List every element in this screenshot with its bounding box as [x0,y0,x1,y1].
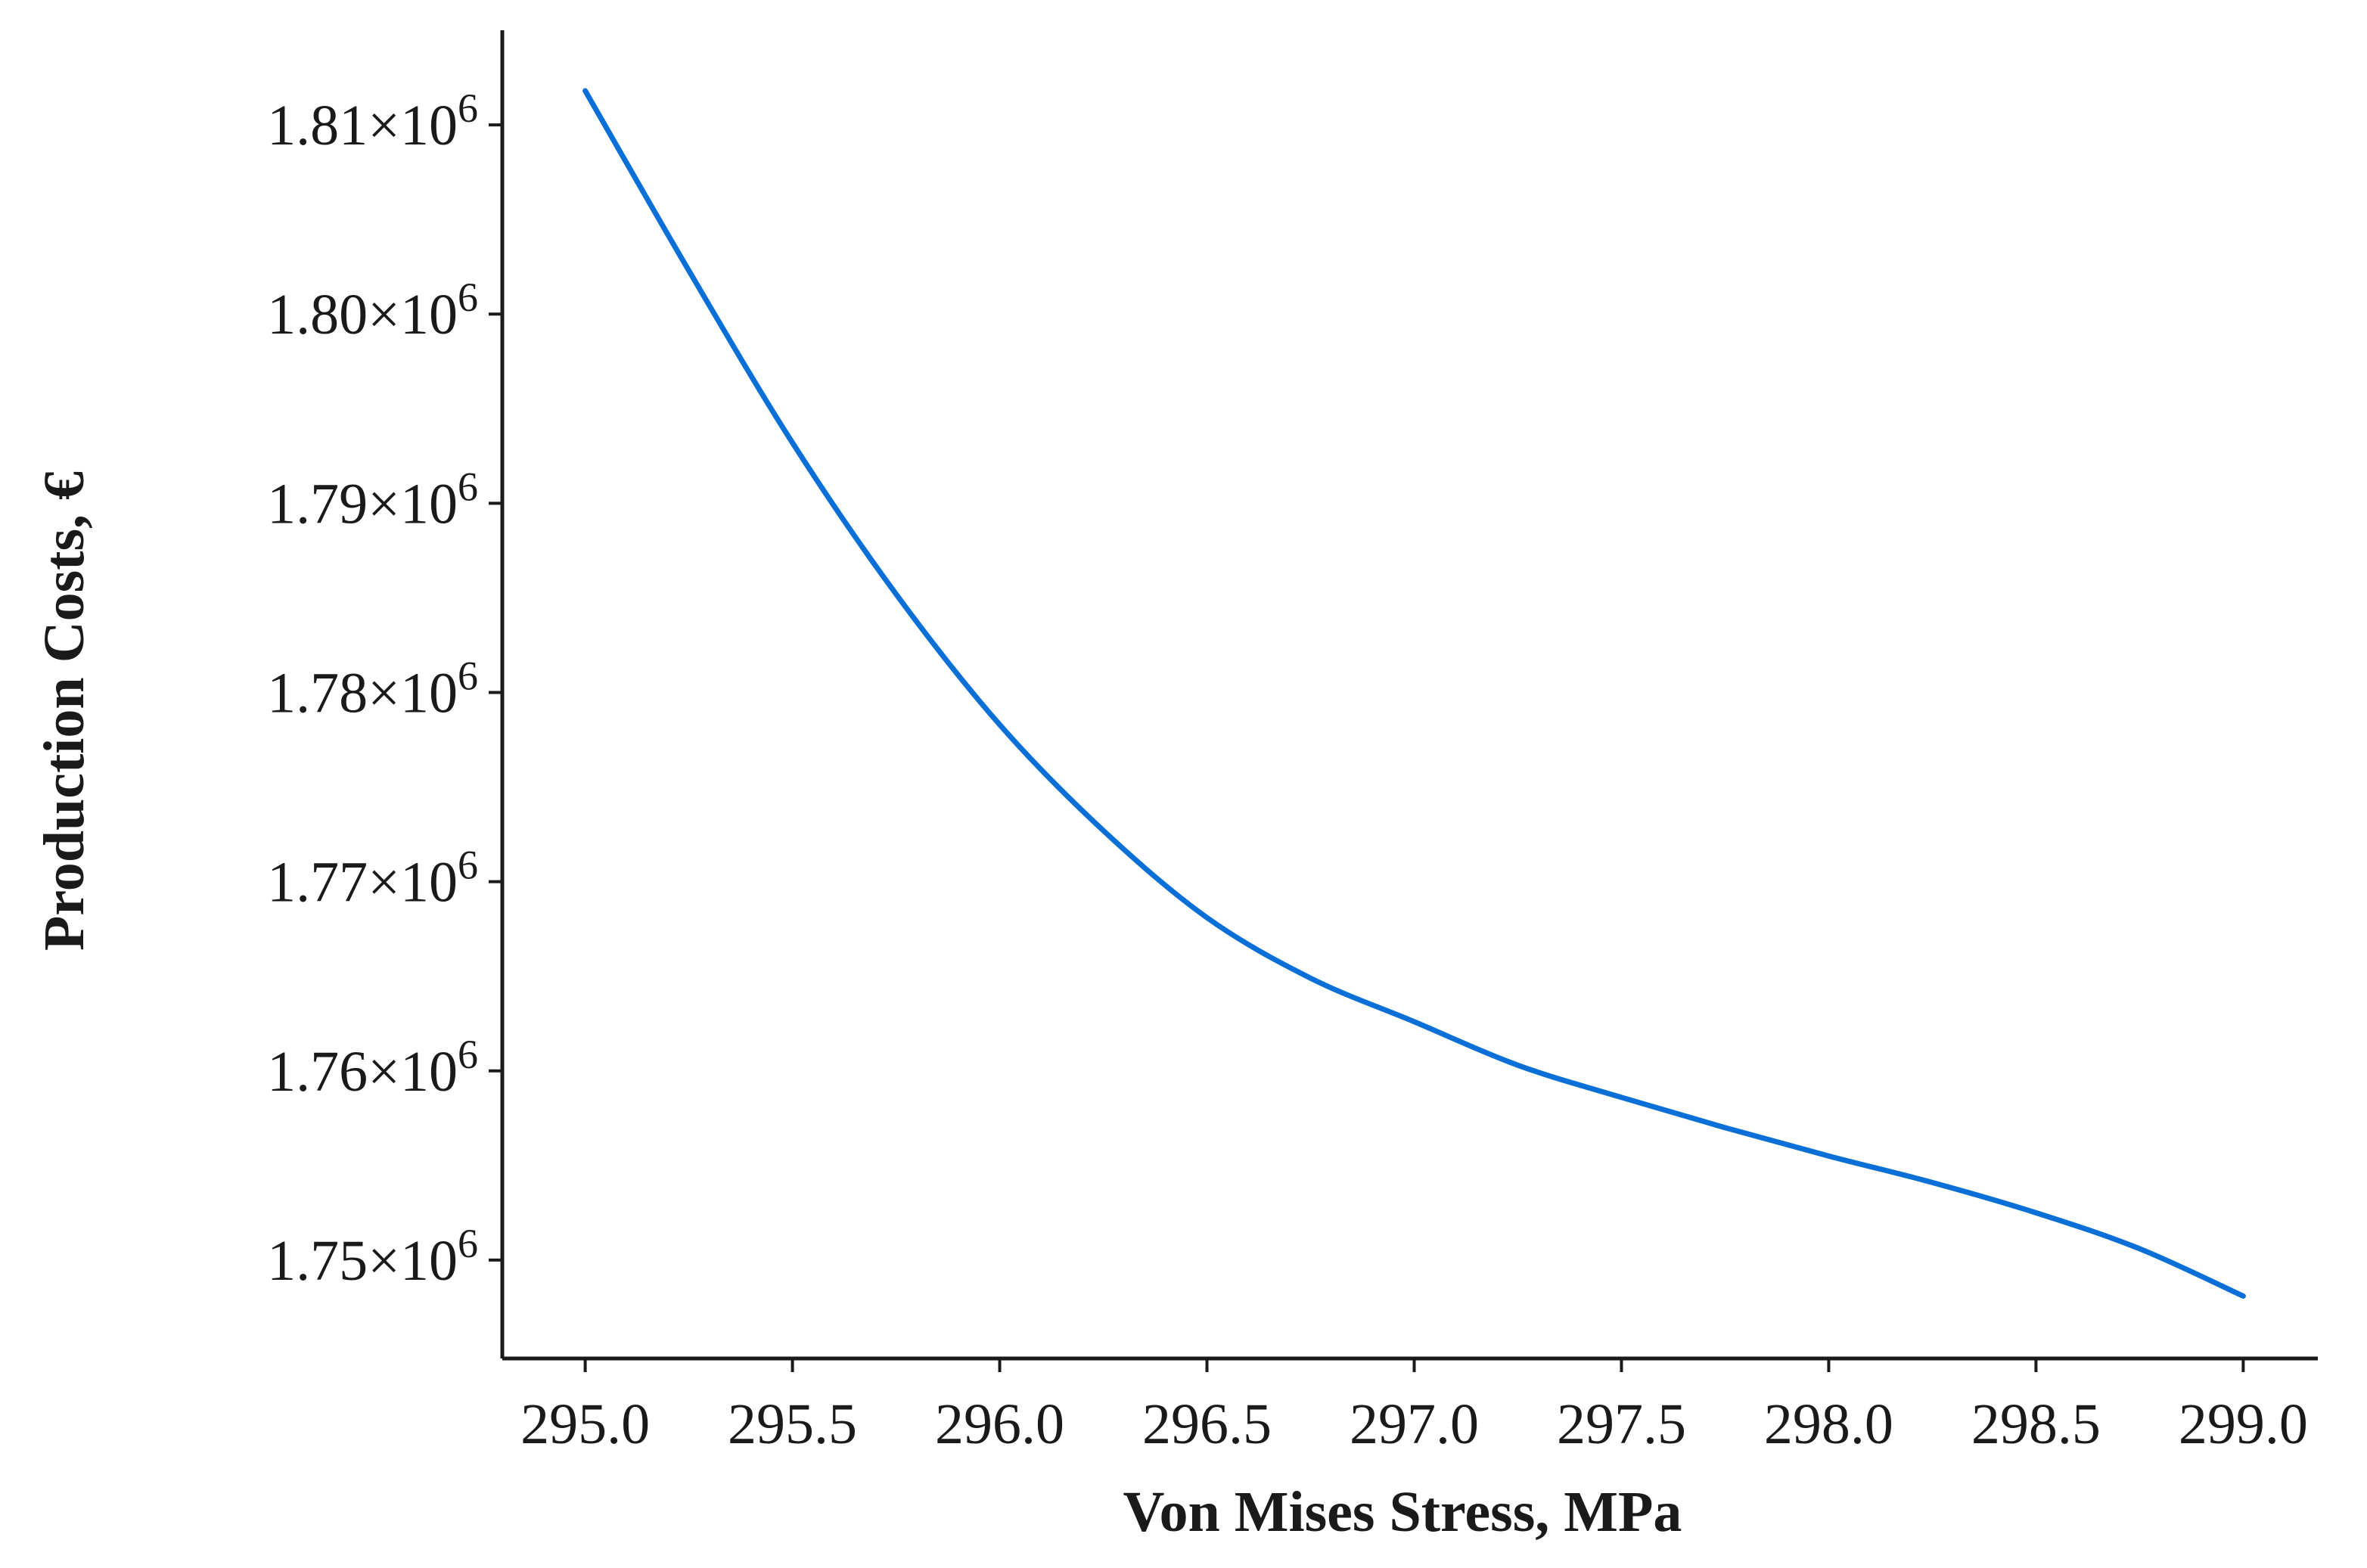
y-tick-exponent: 6 [458,1221,478,1266]
y-tick-label: 1.80×106 [267,275,478,346]
y-tick-exponent: 6 [458,653,478,698]
plot-area [582,88,2246,1299]
y-tick-exponent: 6 [458,843,478,888]
y-tick-mantissa: 1.81×10 [267,94,458,157]
y-tick-label: 1.77×106 [267,843,478,914]
y-tick-mantissa: 1.79×10 [267,472,458,536]
x-tick-label: 296.5 [1142,1393,1272,1456]
y-tick-mantissa: 1.75×10 [267,1229,458,1293]
x-tick-label: 295.0 [520,1393,650,1456]
y-tick-exponent: 6 [458,464,478,509]
y-tick-label: 1.76×106 [267,1032,478,1104]
x-axis: 295.0 295.5 296.0 296.5 297.0 297.5 298.0 298.5… [502,1356,2318,1456]
x-axis-title: Von Mises Stress, MPa [1123,1480,1682,1544]
y-tick-label: 1.75×106 [267,1221,478,1293]
y-tick-mantissa: 1.76×10 [267,1040,458,1104]
y-tick-mantissa: 1.77×10 [267,851,458,914]
series-line-0 [582,88,2246,1299]
y-tick-label: 1.78×106 [267,653,478,725]
y-tick-mantissa: 1.78×10 [267,661,458,725]
y-tick-exponent: 6 [458,85,478,131]
y-tick-label: 1.79×106 [267,464,478,536]
x-tick-label: 297.5 [1557,1393,1686,1456]
x-tick-label: 295.5 [728,1393,857,1456]
x-tick-label: 297.0 [1350,1393,1479,1456]
y-tick-exponent: 6 [458,1032,478,1077]
x-tick-label: 298.5 [1971,1393,2101,1456]
x-tick-label: 299.0 [2179,1393,2308,1456]
y-tick-mantissa: 1.80×10 [267,283,458,346]
y-tick-label: 1.81×106 [267,85,478,157]
y-axis-title: Production Costs, € [33,471,96,951]
y-tick-exponent: 6 [458,275,478,320]
x-tick-label: 296.0 [935,1393,1064,1456]
x-tick-label: 298.0 [1764,1393,1893,1456]
y-axis: 1.75×1061.76×1061.77×1061.78×1061.79×106… [267,30,505,1358]
